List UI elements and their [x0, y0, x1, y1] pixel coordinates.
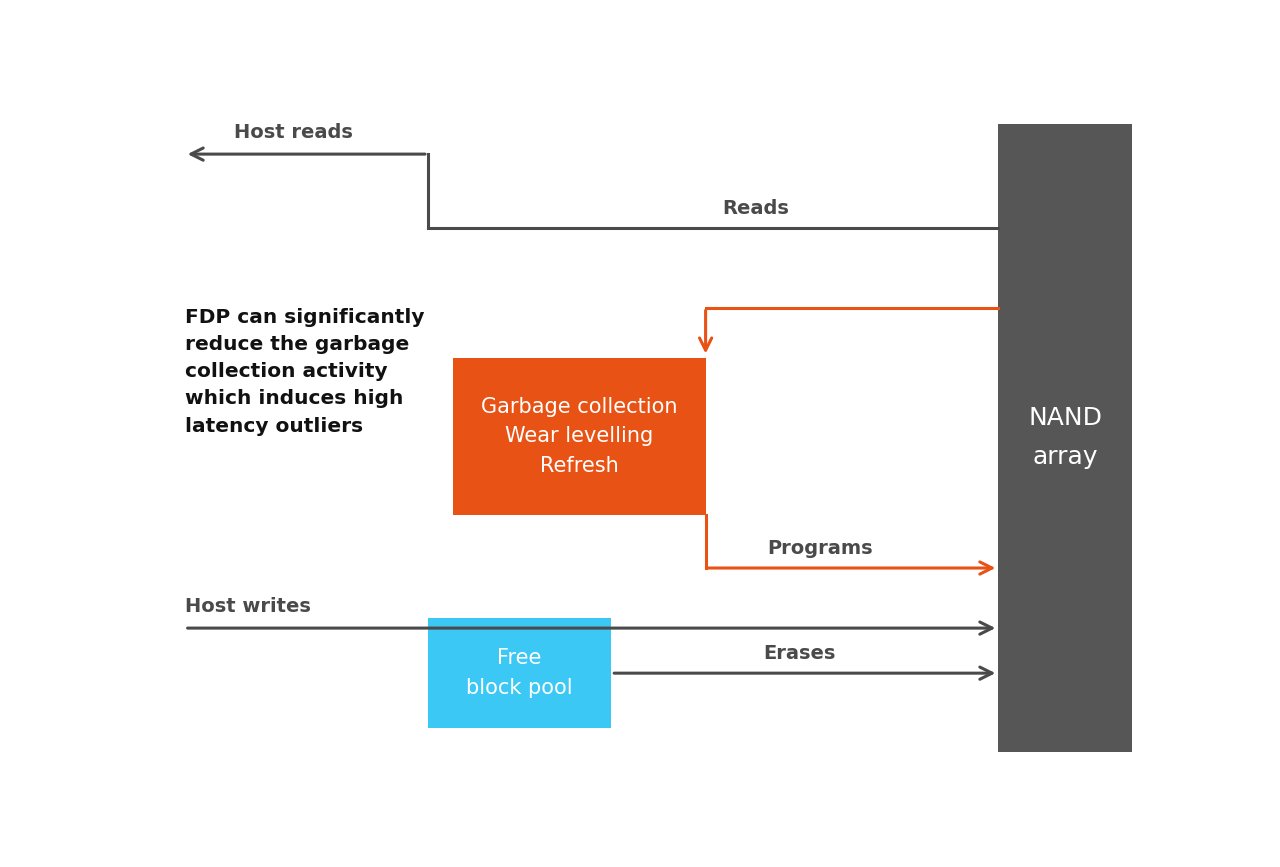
Text: Host writes: Host writes: [184, 597, 311, 616]
Text: FDP can significantly
reduce the garbage
collection activity
which induces high
: FDP can significantly reduce the garbage…: [184, 308, 424, 435]
Text: NAND
array: NAND array: [1028, 407, 1102, 469]
Bar: [428, 618, 612, 728]
Text: Host reads: Host reads: [234, 123, 353, 142]
Text: Free
block pool: Free block pool: [466, 649, 573, 698]
Bar: [998, 124, 1133, 752]
Text: Reads: Reads: [722, 199, 788, 218]
Text: Garbage collection
Wear levelling
Refresh: Garbage collection Wear levelling Refres…: [481, 396, 677, 476]
Bar: [453, 358, 705, 515]
Text: Erases: Erases: [764, 644, 836, 663]
Text: Programs: Programs: [767, 539, 873, 558]
